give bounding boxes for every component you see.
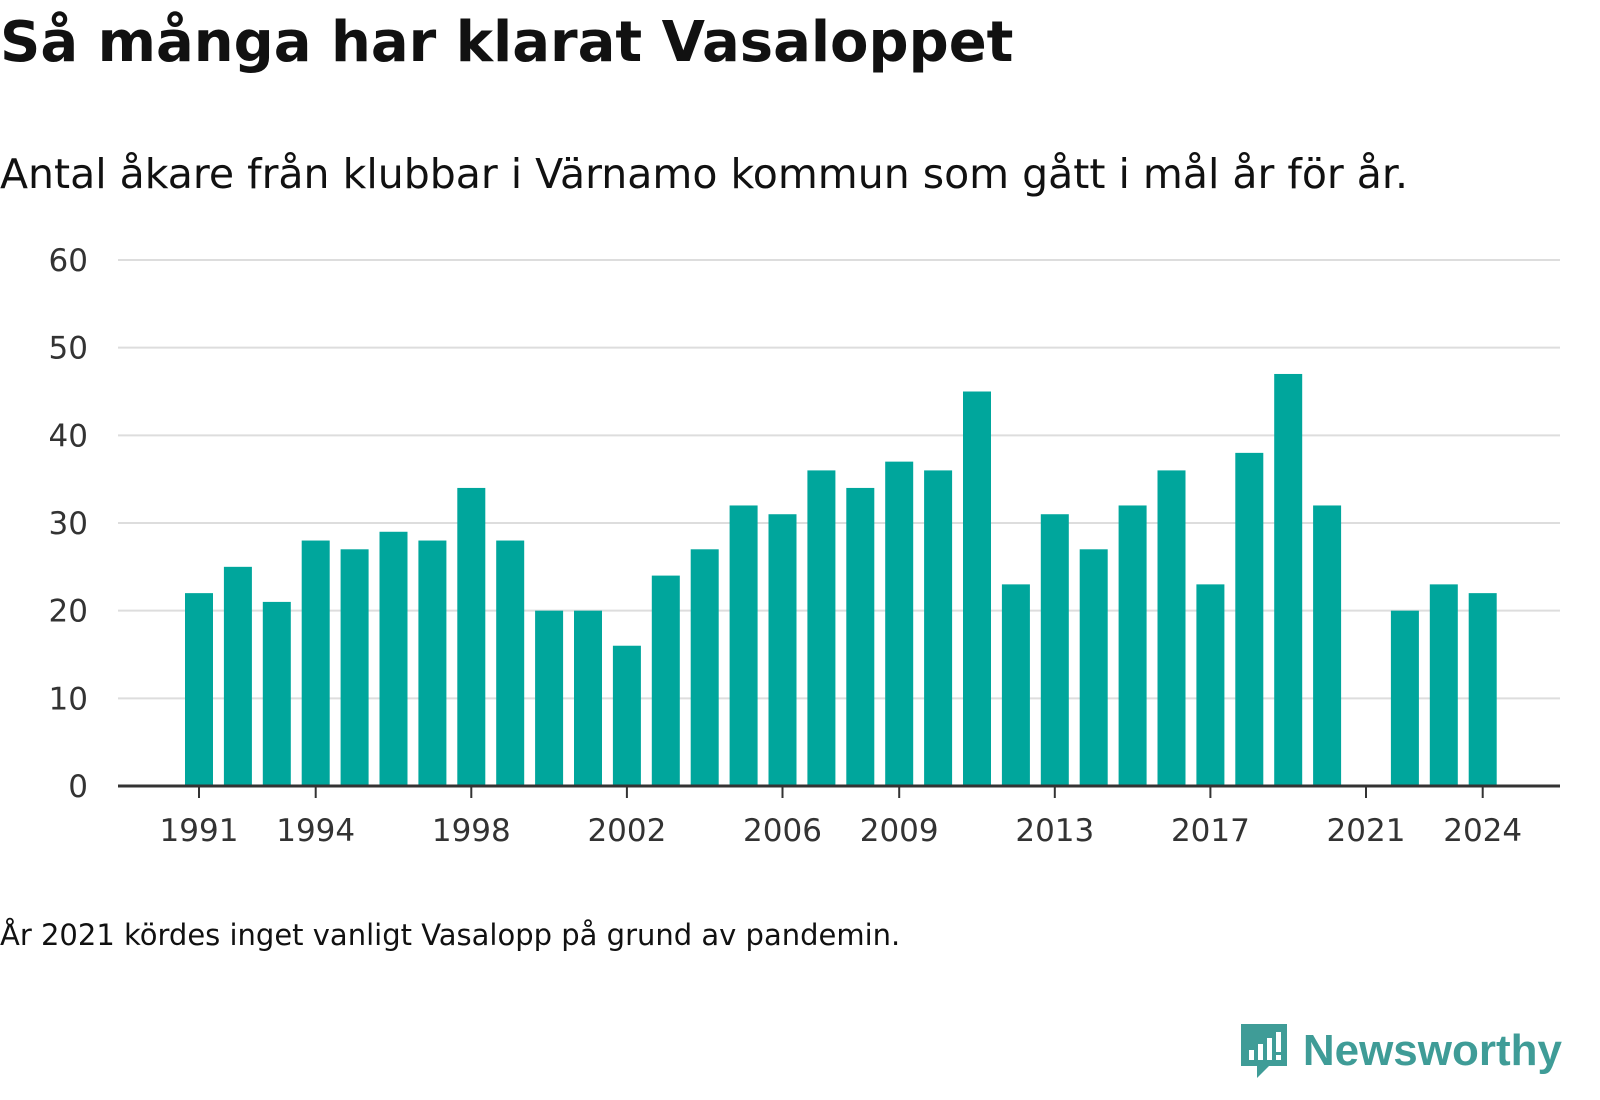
bar	[1079, 549, 1108, 786]
x-tick-label: 2002	[587, 813, 666, 849]
bar	[1157, 470, 1186, 786]
bar	[223, 566, 252, 786]
bar	[846, 487, 875, 786]
x-tick-label: 2013	[1015, 813, 1094, 849]
bar	[1196, 584, 1225, 786]
bar	[1274, 373, 1303, 786]
y-tick-label: 20	[49, 594, 88, 630]
bar	[885, 461, 914, 786]
x-tick-label: 2006	[743, 813, 822, 849]
footnote: År 2021 kördes inget vanligt Vasalopp på…	[0, 918, 901, 952]
bar-chart: 0 10 20 30 40 50 60 1991 1994 1998 2002 2006 2009 20…	[49, 243, 1560, 849]
bar	[963, 391, 991, 786]
x-tick-label: 2021	[1327, 813, 1406, 849]
bar	[301, 540, 330, 786]
x-tick-label: 2009	[860, 813, 939, 849]
bar	[1040, 514, 1069, 786]
bar	[651, 575, 680, 786]
brand-logo: Newsworthy	[1239, 1022, 1562, 1080]
bar	[1390, 610, 1419, 786]
x-tick-label: 1998	[432, 813, 511, 849]
chart-title: Så många har klarat Vasaloppet	[0, 10, 1014, 75]
brand-name: Newsworthy	[1302, 1026, 1562, 1075]
x-tick-label: 1994	[276, 813, 355, 849]
y-tick-label: 0	[68, 769, 88, 805]
bar	[535, 610, 564, 786]
bar	[1429, 584, 1458, 786]
x-axis: 1991 1994 1998 2002 2006 2009 2013 2017 2021 2024	[118, 784, 1560, 849]
x-tick-label: 2024	[1443, 813, 1522, 849]
y-tick-label: 50	[49, 331, 88, 367]
y-tick-label: 30	[49, 506, 88, 542]
y-tick-label: 60	[49, 243, 88, 279]
x-tick-label: 1991	[160, 813, 239, 849]
chart-subtitle: Antal åkare från klubbar i Värnamo kommu…	[0, 150, 1409, 198]
bar	[1313, 505, 1342, 786]
bar	[379, 531, 408, 786]
bar	[496, 540, 525, 786]
bar	[340, 549, 369, 786]
bar	[574, 610, 602, 786]
bar	[729, 505, 758, 786]
bar	[612, 645, 641, 786]
bar	[1001, 584, 1030, 786]
bar	[1118, 505, 1147, 786]
bar	[1235, 452, 1264, 786]
grid-lines	[118, 259, 1560, 700]
bar	[418, 540, 447, 786]
bar	[1468, 593, 1497, 786]
bars	[185, 373, 1497, 786]
bar	[457, 487, 486, 786]
y-axis: 0 10 20 30 40 50 60	[49, 243, 88, 805]
bar	[807, 470, 836, 786]
bar	[262, 601, 291, 786]
y-tick-label: 40	[49, 418, 88, 454]
newsworthy-logo-icon	[1240, 1024, 1287, 1078]
bar	[924, 470, 953, 786]
bar	[690, 549, 719, 786]
bar	[185, 593, 213, 786]
x-tick-label: 2017	[1171, 813, 1250, 849]
bar	[768, 514, 797, 786]
y-tick-label: 10	[49, 681, 88, 717]
